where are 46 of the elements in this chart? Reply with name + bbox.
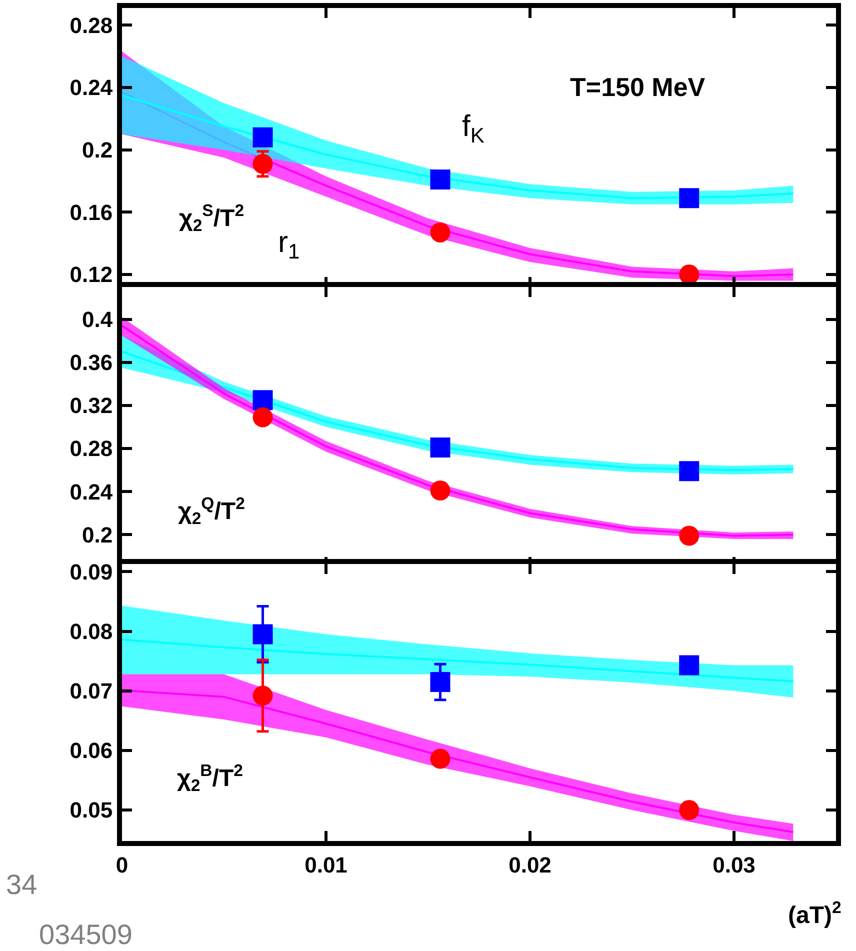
x-axis-title: (aT)$^{2}$ [788,898,842,930]
point [679,800,700,820]
point [430,672,450,692]
point [430,748,450,769]
annotation: χ$_{2}$$^{S}$/T$^{2}$ [179,201,244,236]
y-tick-label: 0.24 [70,75,114,100]
y-tick-label: 0.28 [70,436,113,462]
point [430,222,450,242]
point [252,407,273,428]
point [679,526,700,546]
point [430,480,450,501]
y-tick-label: 0.24 [70,479,114,504]
point [430,437,450,458]
point [252,154,273,174]
point [252,390,273,410]
annotation: χ$_{2}$$^{B}$/T$^{2}$ [177,761,243,796]
y-tick-label: 0.28 [70,12,113,38]
x-tick-label: 0.02 [508,852,552,878]
annotation: χ$_{2}$$^{Q}$/T$^{2}$ [178,494,245,528]
point [430,169,450,190]
point [252,624,273,644]
y-tick-label: 0.07 [70,678,113,704]
y-tick-label: 0.36 [70,350,113,376]
point [252,686,273,706]
x-tick-label: 0 [116,852,128,878]
point [679,461,700,482]
point [679,188,700,208]
y-tick-label: 0.32 [70,393,113,418]
text: 034509 [39,919,132,950]
y-tick-label: 0.2 [82,522,113,548]
annotation: r$_{1}$ [278,226,300,264]
y-tick-label: 0.05 [70,798,113,823]
y-tick-label: 0.09 [70,559,113,584]
annotation: f$_{K}$ [462,110,484,148]
y-tick-label: 0.2 [82,138,113,163]
y-tick-label: 0.12 [70,262,113,288]
annotation: T=150 MeV [570,72,706,102]
point [679,655,700,676]
y-tick-label: 0.06 [70,738,113,764]
x-tick-label: 0.03 [712,852,756,878]
x-tick-label: 0.01 [304,852,348,878]
text: 34 [6,869,38,900]
y-tick-label: 0.16 [70,200,113,225]
y-tick-label: 0.4 [82,307,114,332]
y-tick-label: 0.08 [70,619,113,644]
point [252,127,273,148]
